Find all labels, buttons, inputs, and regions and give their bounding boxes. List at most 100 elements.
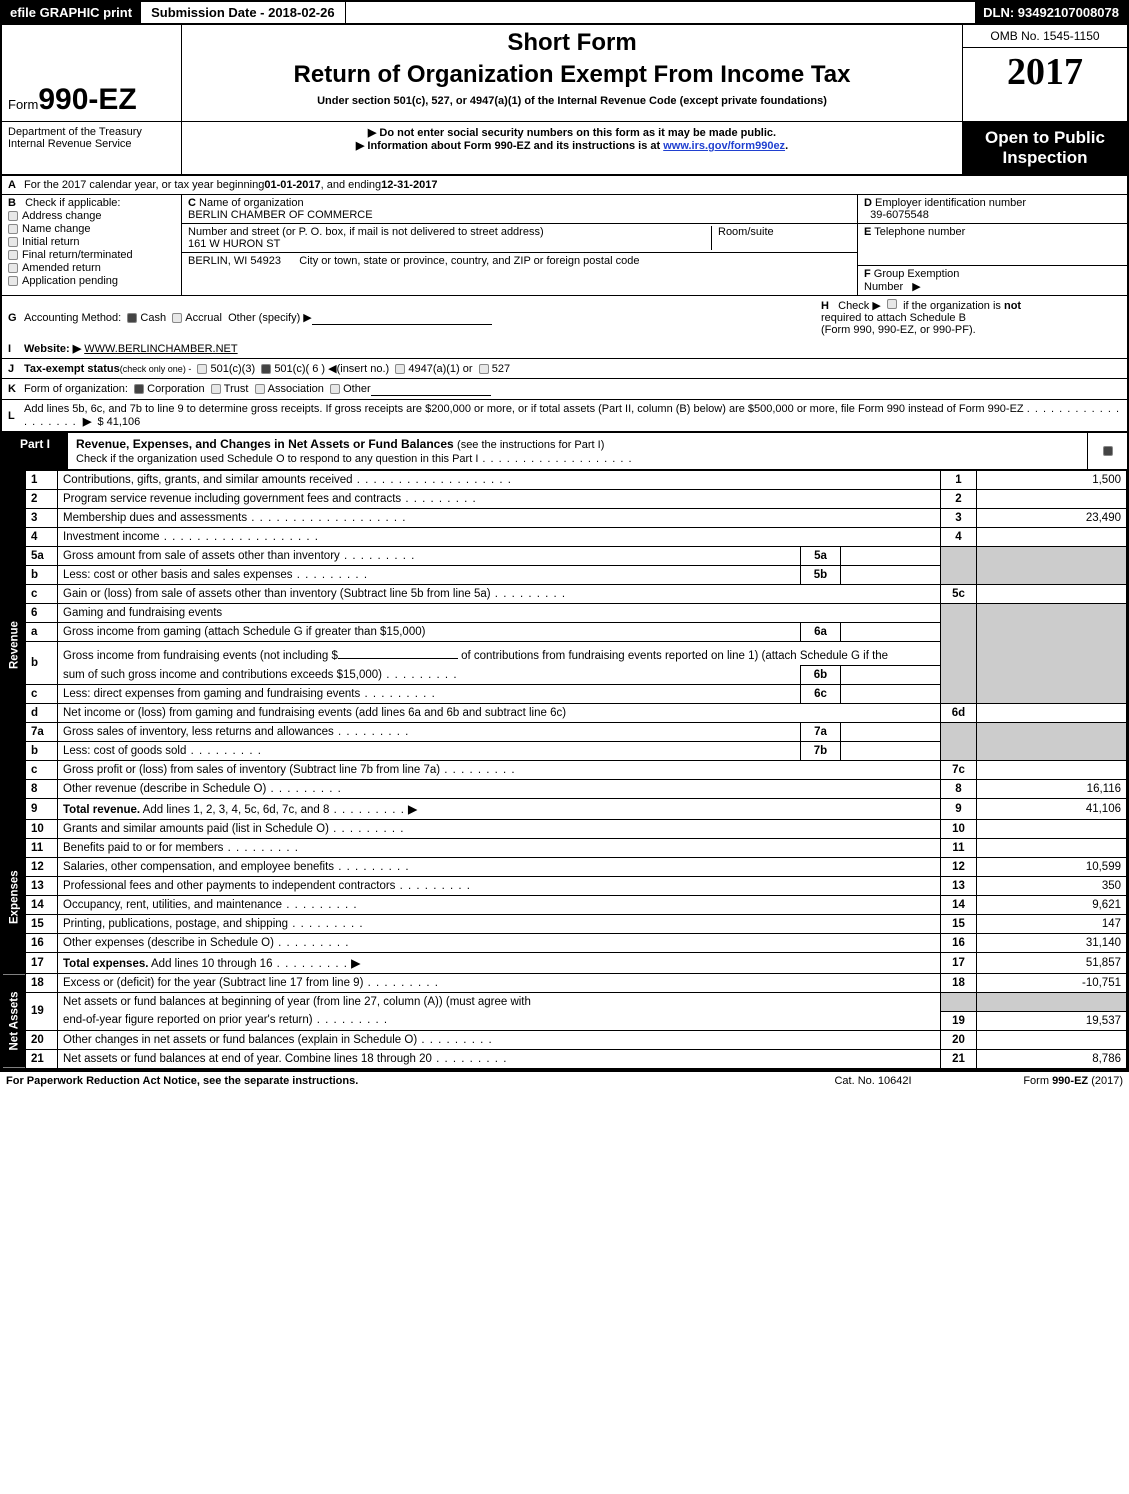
- section-d-heading: Employer identification number: [875, 197, 1026, 209]
- checkbox-501c3[interactable]: [197, 364, 207, 374]
- header: Form990-EZ Short Form Return of Organiza…: [2, 25, 1127, 122]
- section-b: B Check if applicable: Address change Na…: [2, 195, 182, 295]
- line-k-o3: Association: [268, 383, 324, 395]
- under-section-text: Under section 501(c), 527, or 4947(a)(1)…: [192, 95, 952, 107]
- line-g-other-input[interactable]: [312, 311, 492, 325]
- omb-number: OMB No. 1545-1150: [963, 25, 1127, 48]
- irs-label: Internal Revenue Service: [8, 138, 175, 150]
- label-l: L: [8, 410, 24, 422]
- line-a-begin: 01-01-2017: [264, 179, 320, 191]
- section-b-heading: Check if applicable:: [25, 197, 120, 209]
- cb-label-amended-return: Amended return: [22, 262, 101, 274]
- checkbox-initial-return[interactable]: [8, 237, 18, 247]
- checkbox-527[interactable]: [479, 364, 489, 374]
- header-right-block: OMB No. 1545-1150 2017: [962, 25, 1127, 121]
- line-g-other: Other (specify) ▶: [228, 311, 312, 324]
- table-row: end-of-year figure reported on prior yea…: [3, 1011, 1127, 1030]
- checkbox-4947a1[interactable]: [395, 364, 405, 374]
- open-to-public-box: Open to Public Inspection: [962, 122, 1127, 174]
- checkbox-final-return[interactable]: [8, 250, 18, 260]
- dept-block: Department of the Treasury Internal Reve…: [2, 122, 182, 174]
- row-rn: 1: [941, 471, 977, 490]
- line-j-o2b: ◀(insert no.): [328, 362, 389, 375]
- line-a-pre: For the 2017 calendar year, or tax year …: [24, 179, 264, 191]
- open-public-2: Inspection: [967, 148, 1123, 168]
- cb-label-address-change: Address change: [22, 210, 102, 222]
- checkbox-other-org[interactable]: [330, 384, 340, 394]
- table-row: 14 Occupancy, rent, utilities, and maint…: [3, 896, 1127, 915]
- checkbox-h[interactable]: [887, 299, 897, 309]
- checkbox-application-pending[interactable]: [8, 276, 18, 286]
- line-k-o2: Trust: [224, 383, 249, 395]
- label-e: E: [864, 226, 871, 238]
- org-name: BERLIN CHAMBER OF COMMERCE: [188, 209, 373, 221]
- header-row-2: Department of the Treasury Internal Reve…: [2, 122, 1127, 176]
- table-row: c Gain or (loss) from sale of assets oth…: [3, 585, 1127, 604]
- line-a: A For the 2017 calendar year, or tax yea…: [2, 176, 1127, 195]
- part-i-tag: Part I: [2, 433, 68, 469]
- checkbox-name-change[interactable]: [8, 224, 18, 234]
- street-label: Number and street (or P. O. box, if mail…: [188, 226, 544, 238]
- part-i-check-cell: [1087, 433, 1127, 469]
- line-k: K Form of organization: Corporation Trus…: [2, 379, 1127, 400]
- line-g-accrual: Accrual: [185, 312, 222, 324]
- table-row: 19 Net assets or fund balances at beginn…: [3, 993, 1127, 1012]
- line-l: L Add lines 5b, 6c, and 7b to line 9 to …: [2, 400, 1127, 431]
- page-footer: For Paperwork Reduction Act Notice, see …: [0, 1071, 1129, 1090]
- line-k-other-input[interactable]: [371, 382, 491, 396]
- checkbox-corporation[interactable]: [134, 384, 144, 394]
- bcdef-block: B Check if applicable: Address change Na…: [2, 195, 1127, 296]
- table-row: Revenue 1 Contributions, gifts, grants, …: [3, 471, 1127, 490]
- street-value: 161 W HURON ST: [188, 238, 280, 250]
- checkbox-amended-return[interactable]: [8, 263, 18, 273]
- no-ssn-warning: ▶ Do not enter social security numbers o…: [192, 126, 952, 139]
- table-row: 16 Other expenses (describe in Schedule …: [3, 934, 1127, 953]
- table-row: 20 Other changes in net assets or fund b…: [3, 1030, 1127, 1049]
- label-j: J: [8, 363, 24, 375]
- checkbox-accrual[interactable]: [172, 313, 182, 323]
- table-row: 6 Gaming and fundraising events: [3, 604, 1127, 623]
- efile-print-label: efile GRAPHIC print: [2, 2, 140, 23]
- line-j-text: Tax-exempt status: [24, 363, 120, 375]
- line-h-text1: Check ▶: [838, 300, 881, 312]
- form-number-block: Form990-EZ: [2, 25, 182, 121]
- label-g: G: [8, 312, 24, 324]
- line-g-cash: Cash: [140, 312, 166, 324]
- label-c: C: [188, 197, 196, 209]
- dln: DLN: 93492107008078: [975, 2, 1127, 23]
- line-a-mid: , and ending: [321, 179, 382, 191]
- checkbox-part-i-schedule-o[interactable]: [1103, 446, 1113, 456]
- header-title-block: Short Form Return of Organization Exempt…: [182, 25, 962, 121]
- checkbox-trust[interactable]: [211, 384, 221, 394]
- line-k-o1: Corporation: [147, 383, 204, 395]
- checkbox-cash[interactable]: [127, 313, 137, 323]
- section-f-heading2: Number: [864, 281, 903, 293]
- checkbox-address-change[interactable]: [8, 211, 18, 221]
- section-f-arrow: ▶: [912, 281, 920, 293]
- label-a: A: [8, 179, 24, 191]
- table-row: 17 Total expenses. Add lines 10 through …: [3, 953, 1127, 974]
- table-row: 11 Benefits paid to or for members 11: [3, 839, 1127, 858]
- cb-label-final-return: Final return/terminated: [22, 249, 133, 261]
- instructions-link[interactable]: www.irs.gov/form990ez: [663, 140, 785, 152]
- line-j-o2: 501(c)( 6 ): [274, 363, 325, 375]
- table-row: 2 Program service revenue including gove…: [3, 490, 1127, 509]
- table-row: 13 Professional fees and other payments …: [3, 877, 1127, 896]
- checkbox-association[interactable]: [255, 384, 265, 394]
- label-k: K: [8, 383, 24, 395]
- cb-label-initial-return: Initial return: [22, 236, 79, 248]
- open-public-1: Open to Public: [967, 128, 1123, 148]
- city-value: BERLIN, WI 54923: [188, 255, 281, 267]
- line-i: I Website: ▶ WWW.BERLINCHAMBER.NET: [2, 339, 1127, 359]
- checkbox-501c[interactable]: [261, 364, 271, 374]
- ein-value: 39-6075548: [870, 209, 929, 221]
- label-i: I: [8, 343, 24, 355]
- label-d: D: [864, 197, 872, 209]
- section-f-heading: Group Exemption: [874, 268, 960, 280]
- label-f: F: [864, 268, 871, 280]
- instructions-block: ▶ Do not enter social security numbers o…: [182, 122, 962, 174]
- line-h-block: H Check ▶ if the organization is not req…: [821, 299, 1121, 336]
- line-h-not: not: [1004, 300, 1021, 312]
- line-k-o4: Other: [343, 383, 371, 395]
- website-value: WWW.BERLINCHAMBER.NET: [84, 343, 237, 355]
